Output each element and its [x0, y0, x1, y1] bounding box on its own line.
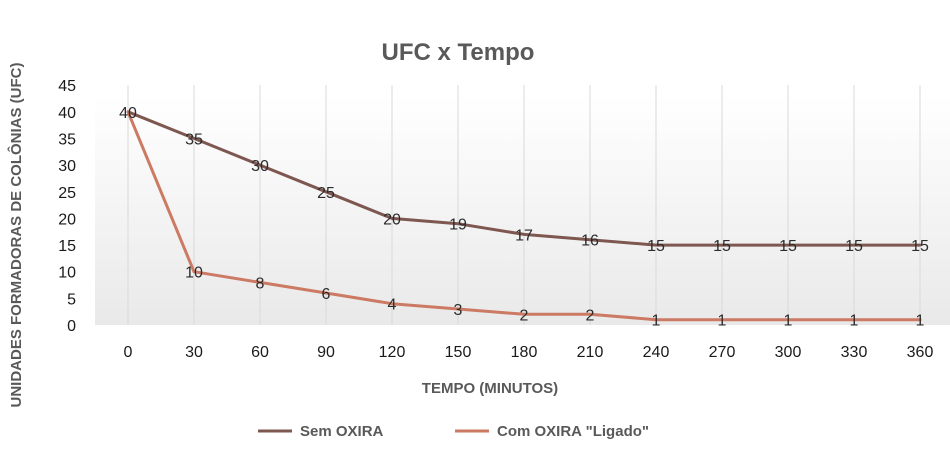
y-tick-label: 25: [58, 185, 76, 202]
data-label: 30: [251, 158, 269, 175]
series-line-sem-oxira: [126, 110, 922, 247]
data-label: 1: [718, 313, 727, 330]
legend-label-com-oxira: Com OXIRA "Ligado": [497, 423, 649, 440]
data-label: 15: [845, 238, 863, 255]
data-label: 6: [322, 286, 331, 303]
chart-title: UFC x Tempo: [382, 39, 535, 66]
x-tick-label: 0: [124, 344, 133, 361]
x-tick-label: 90: [317, 344, 335, 361]
x-tick-label: 300: [775, 344, 802, 361]
y-tick-label: 5: [67, 291, 76, 308]
plot-background: [95, 95, 950, 325]
x-tick-label: 210: [577, 344, 604, 361]
data-label: 15: [647, 238, 665, 255]
data-label: 2: [520, 307, 529, 324]
x-tick-label: 60: [251, 344, 269, 361]
gridlines: [127, 85, 921, 325]
data-label: 10: [185, 265, 203, 282]
data-label: 16: [581, 233, 599, 250]
y-tick-label: 20: [58, 211, 76, 228]
y-tick-label: 15: [58, 238, 76, 255]
legend-label-sem-oxira: Sem OXIRA: [300, 423, 384, 440]
data-label: 17: [515, 227, 533, 244]
data-label: 1: [850, 313, 859, 330]
data-label: 1: [916, 313, 925, 330]
data-label: 40: [119, 105, 137, 122]
data-label: 1: [652, 313, 661, 330]
y-axis-ticks: 0 5 10 15 20 25 30 35 40 45: [58, 78, 76, 335]
y-tick-label: 30: [58, 158, 76, 175]
data-label: 15: [911, 238, 929, 255]
data-label: 4: [388, 297, 397, 314]
x-tick-label: 240: [643, 344, 670, 361]
x-tick-label: 180: [511, 344, 538, 361]
data-label: 2: [586, 307, 595, 324]
y-tick-label: 40: [58, 105, 76, 122]
x-tick-label: 330: [841, 344, 868, 361]
series-line-com-oxira: [126, 110, 922, 322]
data-label: 15: [713, 238, 731, 255]
y-tick-label: 10: [58, 265, 76, 282]
y-tick-label: 45: [58, 78, 76, 95]
data-label: 20: [383, 211, 401, 228]
x-axis-title: TEMPO (MINUTOS): [422, 380, 558, 397]
data-label: 15: [779, 238, 797, 255]
data-label: 1: [784, 313, 793, 330]
y-axis-title: UNIDADES FORMADORAS DE COLÔNIAS (UFC): [7, 63, 25, 408]
data-label: 8: [256, 275, 265, 292]
legend: Sem OXIRA Com OXIRA "Ligado": [258, 423, 649, 440]
series-layer: [126, 110, 922, 322]
y-tick-label: 0: [67, 318, 76, 335]
x-axis-ticks: 0 30 60 90 120 150 180 210 240 270 300 330 360: [124, 344, 934, 361]
x-tick-label: 270: [709, 344, 736, 361]
x-tick-label: 150: [445, 344, 472, 361]
data-label: 35: [185, 131, 203, 148]
x-tick-label: 30: [185, 344, 203, 361]
data-label: 3: [454, 302, 463, 319]
data-label: 25: [317, 185, 335, 202]
x-tick-label: 120: [379, 344, 406, 361]
data-labels: 40 35 30 25 20 19 17 16 15 15 15 15 15 10 8 6 4 3 2 2 1 1 1 1 1: [119, 105, 929, 330]
x-tick-label: 360: [907, 344, 934, 361]
y-tick-label: 35: [58, 131, 76, 148]
data-label: 19: [449, 217, 467, 234]
